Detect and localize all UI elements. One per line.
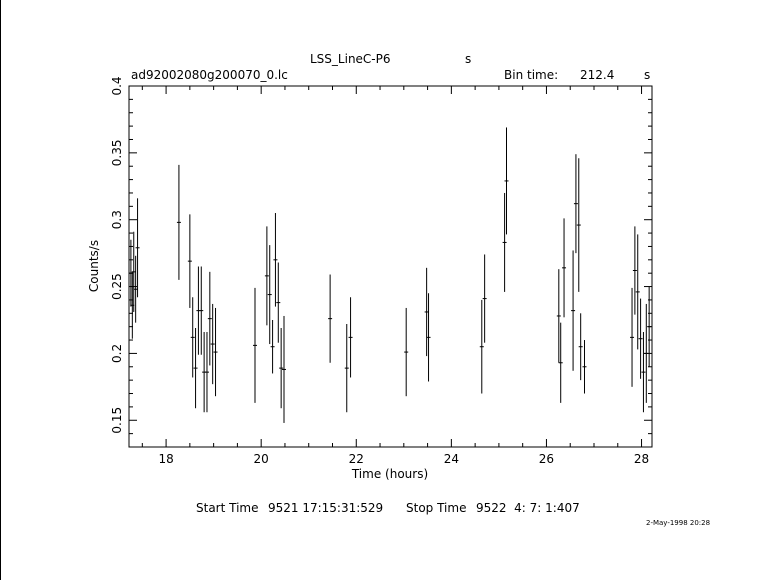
y-tick-label: 0.2 [110, 344, 124, 363]
start-time-value: 9521 17:15:31:529 [268, 501, 384, 515]
x-tick-label: 28 [634, 452, 649, 466]
start-time-label: Start Time [196, 501, 259, 515]
filename: ad92002080g200070_0.lc [131, 68, 288, 82]
left-edge-rule [0, 0, 1, 580]
y-axis-label: Counts/s [87, 240, 101, 292]
x-tick-label: 26 [539, 452, 554, 466]
y-tick-label: 0.25 [110, 273, 124, 300]
y-tick-label: 0.15 [110, 407, 124, 434]
bin-time-value: 212.4 [580, 68, 615, 82]
plot-frame [128, 85, 653, 448]
stop-time-label: Stop Time [406, 501, 467, 515]
plot-timestamp: 2-May-1998 20:28 [646, 519, 711, 527]
y-tick-label: 0.3 [110, 210, 124, 229]
object-unit: s [465, 52, 472, 66]
x-tick-label: 20 [254, 452, 269, 466]
x-tick-label: 18 [158, 452, 173, 466]
axis-ticks: 18 20 22 24 26 28 0.15 0.2 0.25 0.3 0.35 0.4 [110, 76, 652, 466]
stop-time-value: 9522 4: 7: 1:407 [476, 501, 580, 515]
data-points [128, 127, 652, 423]
x-tick-label: 22 [349, 452, 364, 466]
y-tick-label: 0.35 [110, 139, 124, 166]
y-tick-label: 0.4 [110, 76, 124, 95]
x-axis-label: Time (hours) [351, 467, 428, 481]
object-name: LSS_LineC-P6 [310, 52, 391, 66]
x-tick-label: 24 [444, 452, 459, 466]
bin-time-label: Bin time: [504, 68, 559, 82]
bin-time-unit: s [644, 68, 651, 82]
